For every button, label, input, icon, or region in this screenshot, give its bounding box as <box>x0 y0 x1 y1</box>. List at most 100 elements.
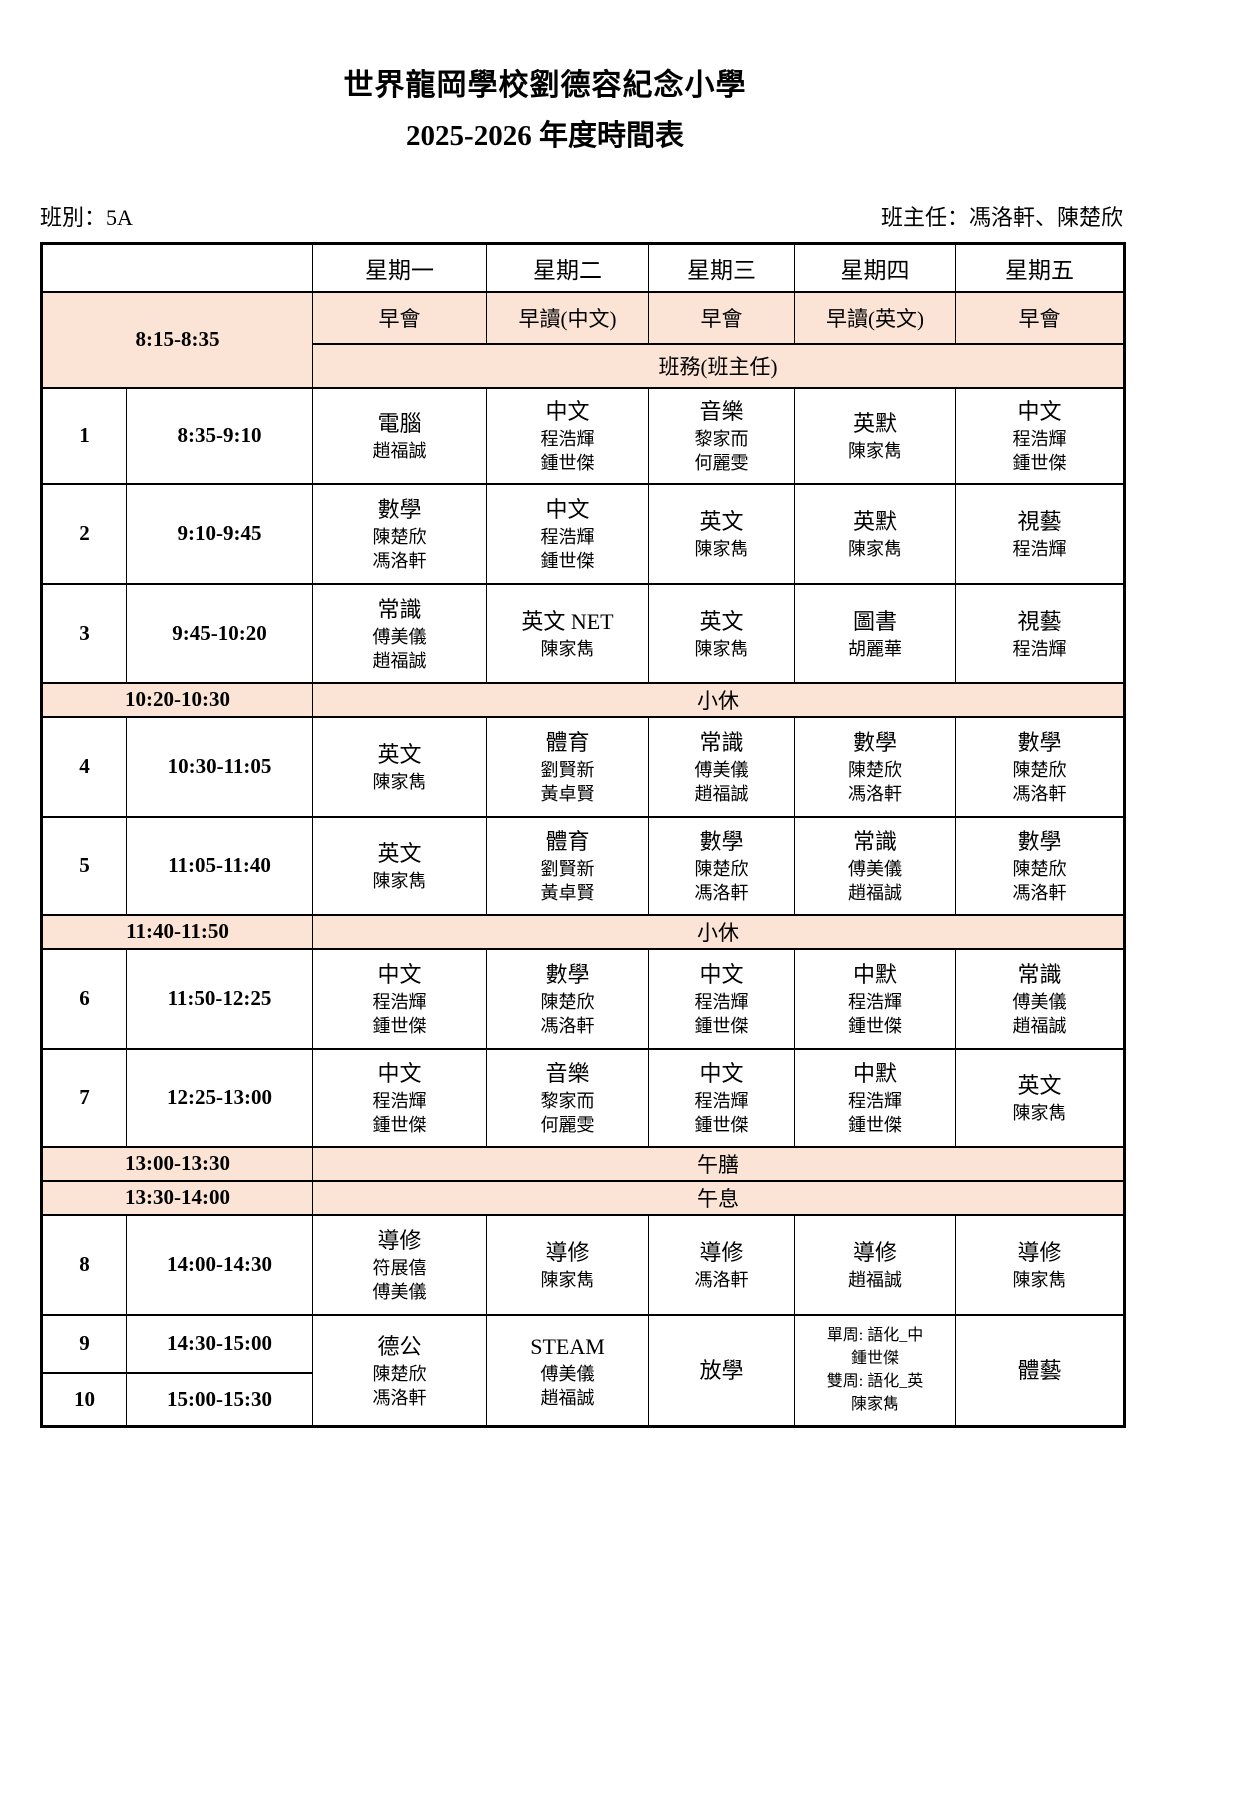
page-title-block: 世界龍岡學校劉德容紀念小學 2025-2026 年度時間表 <box>0 60 1090 154</box>
break-time-cell: 11:40-11:50 <box>41 913 313 950</box>
lesson-cell: 中文 程浩輝 鍾世傑 <box>312 947 487 1050</box>
time-cell: 14:00-14:30 <box>126 1213 313 1316</box>
lesson-cell: 英文 陳家雋 <box>648 482 795 585</box>
dismissal-cell: 放學 <box>648 1313 795 1428</box>
period-number-cell: 1 <box>41 386 127 485</box>
time-cell: 11:05-11:40 <box>126 815 313 916</box>
period-number-cell: 6 <box>41 947 127 1050</box>
lesson-cell: 中文 程浩輝 鍾世傑 <box>648 947 795 1050</box>
lesson-cell: 英默 陳家雋 <box>794 386 956 485</box>
lesson-cell: 圖書 胡麗華 <box>794 582 956 684</box>
lesson-cell: 導修 陳家雋 <box>955 1213 1125 1316</box>
break-row-noon-rest: 13:30-14:00 午息 <box>41 1179 1125 1216</box>
break-row-recess-1: 10:20-10:30 小休 <box>41 681 1125 718</box>
lesson-cell: STEAM 傅美儀 趙福誠 <box>486 1313 649 1428</box>
period-number-cell: 9 <box>41 1313 127 1374</box>
day-header-tuesday: 星期二 <box>486 242 649 293</box>
lesson-cell: 英文 陳家雋 <box>312 715 487 818</box>
break-time-cell: 13:00-13:30 <box>41 1145 313 1182</box>
lesson-cell: 英文 陳家雋 <box>955 1047 1125 1148</box>
lesson-cell: 中文 程浩輝 鍾世傑 <box>648 1047 795 1148</box>
morning-activity-cell: 早讀(中文) <box>486 290 649 345</box>
lesson-cell: 數學 陳楚欣 馮洛軒 <box>794 715 956 818</box>
morning-activity-cell: 早會 <box>312 290 487 345</box>
lesson-cell: 常識 傅美儀 趙福誠 <box>648 715 795 818</box>
time-cell: 9:45-10:20 <box>126 582 313 684</box>
school-name-title: 世界龍岡學校劉德容紀念小學 <box>343 69 747 102</box>
lesson-cell: 英文 陳家雋 <box>312 815 487 916</box>
lesson-cell: 德公 陳楚欣 馮洛軒 <box>312 1313 487 1428</box>
lesson-cell: 英文 陳家雋 <box>648 582 795 684</box>
lesson-cell: 數學 陳楚欣 馮洛軒 <box>955 815 1125 916</box>
lesson-cell: 導修 趙福誠 <box>794 1213 956 1316</box>
time-cell: 14:30-15:00 <box>126 1313 313 1374</box>
period-number-cell: 4 <box>41 715 127 818</box>
lesson-cell: 導修 陳家雋 <box>486 1213 649 1316</box>
lesson-cell: 導修 馮洛軒 <box>648 1213 795 1316</box>
period-row-5: 5 11:05-11:40 英文 陳家雋 體育 劉賢新 黃卓賢 數學 陳楚欣 馮洛軒 常識… <box>41 815 1125 916</box>
timetable-page: 世界龍岡學校劉德容紀念小學 2025-2026 年度時間表 班別：5A 班主任：… <box>0 60 1241 1814</box>
break-time-cell: 10:20-10:30 <box>41 681 313 718</box>
morning-assembly-row: 8:15-8:35 早會 早讀(中文) 早會 早讀(英文) 早會 <box>41 290 1125 389</box>
period-row-8: 8 14:00-14:30 導修 符展僖 傅美儀 導修 陳家雋 導修 馮洛軒 導修 趙福誠… <box>41 1213 1125 1316</box>
timetable-table: 星期一 星期二 星期三 星期四 星期五 8:15-8:35 早會 早讀(中文) … <box>40 242 1126 1428</box>
lesson-cell: 中默 程浩輝 鍾世傑 <box>794 1047 956 1148</box>
period-number-cell: 5 <box>41 815 127 916</box>
class-affairs-row: 班務(班主任) <box>42 342 1125 389</box>
period-number-cell: 2 <box>41 482 127 585</box>
day-header-thursday: 星期四 <box>794 242 956 293</box>
break-row-lunch: 13:00-13:30 午膳 <box>41 1145 1125 1182</box>
lesson-cell: 導修 符展僖 傅美儀 <box>312 1213 487 1316</box>
break-label-cell: 午息 <box>312 1179 1125 1216</box>
period-number-cell: 7 <box>41 1047 127 1148</box>
break-row-recess-2: 11:40-11:50 小休 <box>41 913 1125 950</box>
period-row-9: 9 14:30-15:00 德公 陳楚欣 馮洛軒 STEAM 傅美儀 趙福誠 放學 單周… <box>41 1313 1125 1428</box>
lesson-cell: 中文 程浩輝 鍾世傑 <box>312 1047 487 1148</box>
morning-activity-cell: 早會 <box>648 290 795 345</box>
lesson-cell: 中文 程浩輝 鍾世傑 <box>486 482 649 585</box>
time-cell: 9:10-9:45 <box>126 482 313 585</box>
time-cell: 8:35-9:10 <box>126 386 313 485</box>
lesson-cell: 音樂 黎家而 何麗雯 <box>486 1047 649 1148</box>
lesson-cell: 音樂 黎家而 何麗雯 <box>648 386 795 485</box>
lesson-cell: 英文 NET 陳家雋 <box>486 582 649 684</box>
head-teacher-label: 班主任：馮洛軒、陳楚欣 <box>880 205 1123 230</box>
period-row-10: 10 15:00-15:30 <box>41 1371 1125 1428</box>
lesson-cell: 體育 劉賢新 黃卓賢 <box>486 715 649 818</box>
lesson-cell: 數學 陳楚欣 馮洛軒 <box>955 715 1125 818</box>
lesson-cell: 電腦 趙福誠 <box>312 386 487 485</box>
morning-activity-cell: 早讀(英文) <box>794 290 956 345</box>
lesson-cell: 數學 陳楚欣 馮洛軒 <box>486 947 649 1050</box>
lesson-cell: 數學 陳楚欣 馮洛軒 <box>648 815 795 916</box>
time-cell: 12:25-13:00 <box>126 1047 313 1148</box>
lesson-cell: 常識 傅美儀 趙福誠 <box>794 815 956 916</box>
class-info-row: 班別：5A 班主任：馮洛軒、陳楚欣 <box>40 200 1123 232</box>
class-affairs-cell: 班務(班主任) <box>312 342 1125 389</box>
time-cell: 11:50-12:25 <box>126 947 313 1050</box>
break-label-cell: 午膳 <box>312 1145 1125 1182</box>
period-number-cell: 3 <box>41 582 127 684</box>
period-number-cell: 8 <box>41 1213 127 1316</box>
break-time-cell: 13:30-14:00 <box>41 1179 313 1216</box>
break-label-cell: 小休 <box>312 681 1125 718</box>
time-cell: 10:30-11:05 <box>126 715 313 818</box>
period-row-7: 7 12:25-13:00 中文 程浩輝 鍾世傑 音樂 黎家而 何麗雯 中文 程浩輝 鍾世傑… <box>41 1047 1125 1148</box>
day-header-row: 星期一 星期二 星期三 星期四 星期五 <box>41 242 1125 293</box>
period-row-2: 2 9:10-9:45 數學 陳楚欣 馮洛軒 中文 程浩輝 鍾世傑 英文 陳家雋 英默 陳家… <box>41 482 1125 585</box>
year-timetable-title: 2025-2026 年度時間表 <box>406 120 684 152</box>
morning-activity-cell: 早會 <box>955 290 1125 345</box>
lesson-cell: 視藝 程浩輝 <box>955 482 1125 585</box>
period-number-cell: 10 <box>41 1371 127 1428</box>
lesson-cell: 體育 劉賢新 黃卓賢 <box>486 815 649 916</box>
day-header-wednesday: 星期三 <box>648 242 795 293</box>
corner-cell <box>41 242 313 293</box>
period-row-1: 1 8:35-9:10 電腦 趙福誠 中文 程浩輝 鍾世傑 音樂 黎家而 何麗雯 英默 陳家… <box>41 386 1125 485</box>
lesson-cell: 數學 陳楚欣 馮洛軒 <box>312 482 487 585</box>
lesson-cell: 視藝 程浩輝 <box>955 582 1125 684</box>
lesson-cell: 常識 傅美儀 趙福誠 <box>312 582 487 684</box>
day-header-monday: 星期一 <box>312 242 487 293</box>
morning-time-cell: 8:15-8:35 <box>41 290 313 389</box>
lesson-cell: 體藝 <box>955 1313 1125 1428</box>
lesson-cell: 英默 陳家雋 <box>794 482 956 585</box>
break-label-cell: 小休 <box>312 913 1125 950</box>
